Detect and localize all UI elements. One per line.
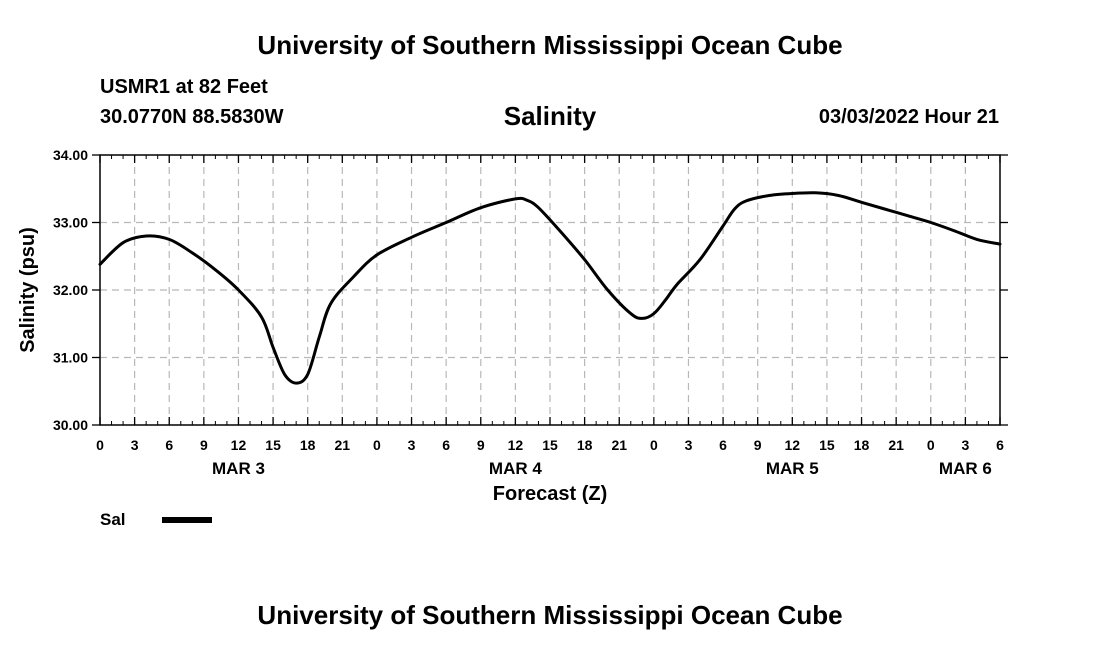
- x-tick-label: 3: [408, 437, 416, 453]
- axis-labels: 0 3 6 9 12 15 18 21 0 3 6 9 12 15 18 21 0 3 6 9 12 15 18 21 0 3 6 3…: [17, 147, 1004, 505]
- y-tick-label: 34.00: [53, 147, 88, 163]
- x-tick-label: 12: [231, 437, 247, 453]
- x-tick-label: 3: [131, 437, 139, 453]
- grid-lines: [100, 155, 1000, 425]
- x-tick-label: 9: [477, 437, 485, 453]
- x-tick-label: 15: [819, 437, 835, 453]
- x-tick-label: 18: [577, 437, 593, 453]
- x-tick-label: 18: [300, 437, 316, 453]
- page-title: University of Southern Mississippi Ocean…: [257, 30, 843, 60]
- x-date-label: MAR 6: [939, 459, 992, 478]
- x-tick-label: 18: [854, 437, 870, 453]
- y-axis-title: Salinity (psu): [17, 227, 39, 353]
- x-tick-label: 3: [685, 437, 693, 453]
- legend-swatch: [162, 517, 212, 523]
- x-tick-label: 9: [200, 437, 208, 453]
- x-tick-label: 15: [542, 437, 558, 453]
- station-coordinates: 30.0770N 88.5830W: [100, 106, 284, 128]
- x-tick-label: 21: [888, 437, 904, 453]
- x-tick-label: 6: [719, 437, 727, 453]
- x-tick-label: 21: [611, 437, 627, 453]
- station-label: USMR1 at 82 Feet: [100, 76, 268, 98]
- y-tick-label: 30.00: [53, 417, 88, 433]
- chart-title: Salinity: [503, 101, 597, 131]
- x-date-label: MAR 4: [489, 459, 542, 478]
- axis-ticks: [92, 154, 1008, 426]
- x-tick-label: 0: [373, 437, 381, 453]
- x-tick-label: 12: [508, 437, 524, 453]
- x-axis-title: Forecast (Z): [493, 483, 607, 505]
- x-tick-label: 0: [96, 437, 104, 453]
- y-tick-label: 33.00: [53, 215, 88, 231]
- y-tick-label: 31.00: [53, 350, 88, 366]
- x-tick-label: 0: [927, 437, 935, 453]
- x-tick-label: 0: [650, 437, 658, 453]
- forecast-datetime: 03/03/2022 Hour 21: [818, 106, 999, 128]
- x-tick-label: 21: [335, 437, 351, 453]
- x-tick-label: 9: [754, 437, 762, 453]
- x-tick-label: 12: [785, 437, 801, 453]
- x-tick-label: 6: [996, 437, 1004, 453]
- legend-label: Sal: [100, 510, 126, 529]
- y-tick-label: 32.00: [53, 282, 88, 298]
- x-tick-label: 3: [961, 437, 969, 453]
- x-date-label: MAR 5: [766, 459, 819, 478]
- x-tick-label: 15: [265, 437, 281, 453]
- footer-title: University of Southern Mississippi Ocean…: [257, 600, 843, 630]
- x-tick-label: 6: [165, 437, 173, 453]
- series-line-sal: [98, 191, 1002, 385]
- x-tick-label: 6: [442, 437, 450, 453]
- x-date-label: MAR 3: [212, 459, 265, 478]
